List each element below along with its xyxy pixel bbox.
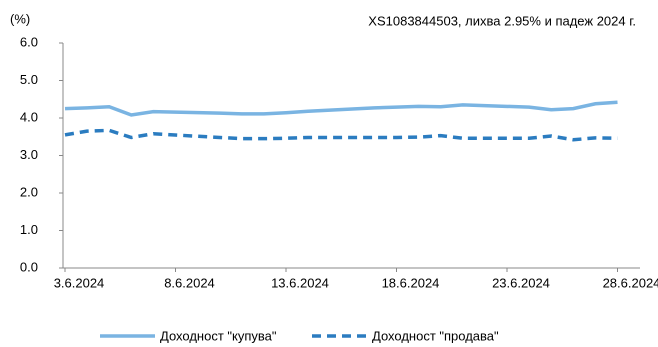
x-tick-label: 18.6.2024 [382,275,440,290]
y-tick-label: 3.0 [20,147,38,162]
y-tick-label: 5.0 [20,72,38,87]
y-tick-label: 6.0 [20,34,38,49]
x-tick-label: 3.6.2024 [54,275,105,290]
legend-label: Доходност "продава" [372,328,499,343]
y-tick-label: 4.0 [20,109,38,124]
x-tick-label: 8.6.2024 [164,275,215,290]
y-tick-label: 2.0 [20,184,38,199]
y-tick-label: 1.0 [20,222,38,237]
x-tick-label: 23.6.2024 [492,275,550,290]
y-axis-label: (%) [10,11,30,26]
x-tick-label: 13.6.2024 [271,275,329,290]
series-line [64,100,618,117]
legend-label: Доходност "купува" [160,328,277,343]
y-tick-label: 0.0 [20,259,38,274]
series-line [64,128,618,142]
x-tick-label: 28.6.2024 [603,275,658,290]
chart-title: XS1083844503, лихва 2.95% и падеж 2024 г… [368,13,636,28]
